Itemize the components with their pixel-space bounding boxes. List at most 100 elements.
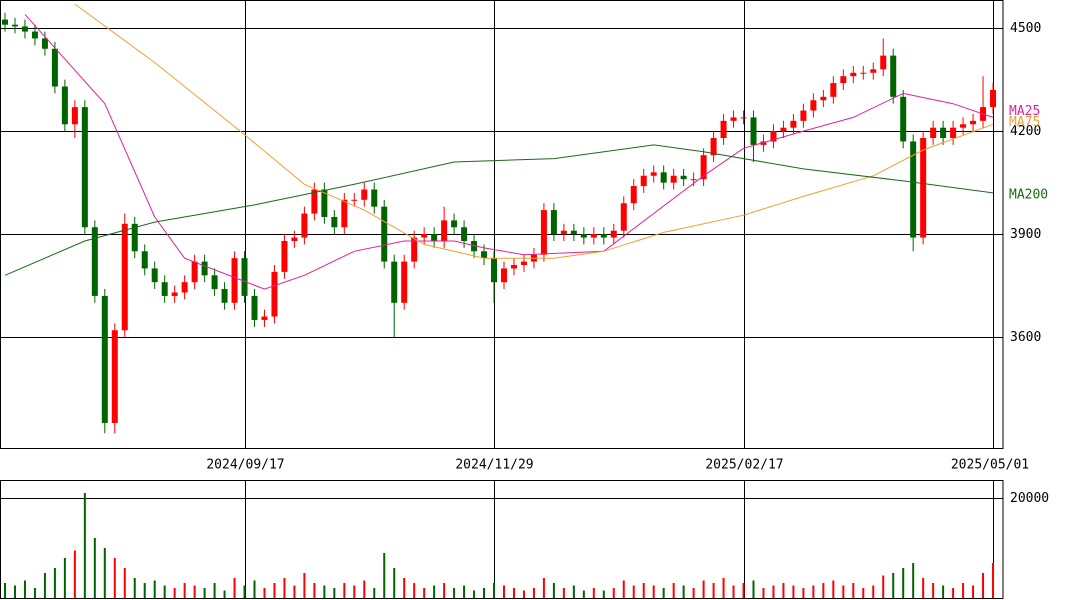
candle-body: [41, 38, 48, 49]
candle-body: [950, 127, 957, 139]
candle-body: [520, 261, 527, 266]
candle-body: [990, 89, 997, 108]
candle-body: [61, 86, 68, 125]
volume-bar: [363, 580, 366, 598]
candle-body: [590, 234, 597, 238]
candle-body: [710, 138, 717, 156]
candle-body: [11, 24, 18, 27]
volume-bar: [902, 568, 905, 598]
volume-bar: [233, 578, 236, 598]
volume-bar: [712, 583, 715, 598]
moving-average-label: MA75: [1009, 115, 1040, 130]
volume-bar: [463, 585, 466, 598]
volume-tick-label: 20000: [1010, 491, 1049, 506]
volume-bar: [722, 578, 725, 598]
volume-bar: [383, 553, 386, 598]
moving-average-label: MA200: [1009, 187, 1048, 202]
candle-body: [580, 234, 587, 238]
candle-body: [540, 210, 547, 255]
volume-bar: [862, 588, 865, 598]
volume-frame: [0, 480, 1004, 599]
candle-body: [800, 110, 807, 121]
volume-bar: [912, 563, 915, 598]
volume-bar: [572, 585, 575, 598]
volume-bar: [443, 583, 446, 598]
candle-body: [251, 295, 258, 320]
candle-body: [341, 199, 348, 228]
volume-bar: [552, 583, 555, 598]
candle-body: [101, 295, 108, 423]
volume-bar: [473, 590, 476, 598]
volume-bar: [782, 583, 785, 598]
y-tick-label: 3900: [1010, 227, 1041, 242]
volume-bar: [822, 583, 825, 598]
volume-bar: [692, 588, 695, 598]
volume-bar: [872, 585, 875, 598]
volume-bar: [53, 568, 56, 598]
volume-bar: [163, 585, 166, 598]
candle-body: [171, 292, 178, 296]
candle-body: [940, 127, 947, 139]
volume-bar: [732, 585, 735, 598]
volume-bar: [932, 583, 935, 598]
candle-body: [311, 189, 318, 214]
volume-bar: [273, 583, 276, 598]
volume-bar: [812, 585, 815, 598]
volume-bar: [522, 590, 525, 598]
volume-bar: [792, 585, 795, 598]
volume-bar: [922, 578, 925, 598]
candle-body: [900, 96, 907, 142]
volume-bar: [283, 578, 286, 598]
candle-body: [840, 76, 847, 84]
volume-bar: [952, 588, 955, 598]
volume-bar: [13, 585, 16, 598]
volume-bar: [832, 580, 835, 598]
candle-body: [161, 282, 168, 296]
x-tick-label: 2025/05/01: [951, 458, 1029, 473]
candle-body: [461, 227, 468, 241]
candle-body: [401, 261, 408, 303]
moving-average-label: MA25: [1009, 104, 1040, 119]
volume-bar: [133, 578, 136, 598]
candle-body: [191, 261, 198, 283]
volume-bar: [23, 580, 26, 598]
candle-body: [820, 96, 827, 101]
candle-body: [890, 55, 897, 97]
y-tick-label: 4500: [1010, 21, 1041, 36]
volume-bar: [373, 588, 376, 598]
volume-bar: [63, 558, 66, 598]
volume-bar: [672, 583, 675, 598]
volume-bar: [992, 563, 995, 598]
candle-body: [391, 261, 398, 303]
candle-body: [570, 230, 577, 235]
x-tick-label: 2024/09/17: [206, 458, 284, 473]
volume-bar: [73, 550, 76, 598]
volume-bar: [83, 493, 86, 598]
candle-body: [491, 258, 498, 283]
volume-bar: [353, 585, 356, 598]
volume-bar: [982, 573, 985, 598]
candle-body: [640, 175, 647, 187]
candle-body: [690, 179, 697, 181]
candle-body: [111, 330, 118, 423]
candle-body: [960, 124, 967, 128]
candle-body: [261, 316, 268, 320]
candle-body: [880, 55, 887, 70]
candle-body: [970, 120, 977, 125]
volume-bar: [183, 583, 186, 598]
candle-body: [910, 141, 917, 238]
candle-body: [21, 26, 28, 32]
volume-bar: [503, 585, 505, 598]
volume-bar: [243, 585, 246, 598]
candle-body: [760, 141, 767, 145]
volume-bar: [433, 585, 436, 598]
candle-body: [620, 203, 627, 231]
candle-body: [281, 240, 288, 272]
candle-body: [650, 172, 657, 176]
volume-bar: [592, 588, 595, 598]
volume-bar: [772, 585, 775, 598]
volume-bar: [882, 575, 885, 598]
candle-body: [81, 107, 88, 228]
volume-bar: [43, 573, 46, 598]
